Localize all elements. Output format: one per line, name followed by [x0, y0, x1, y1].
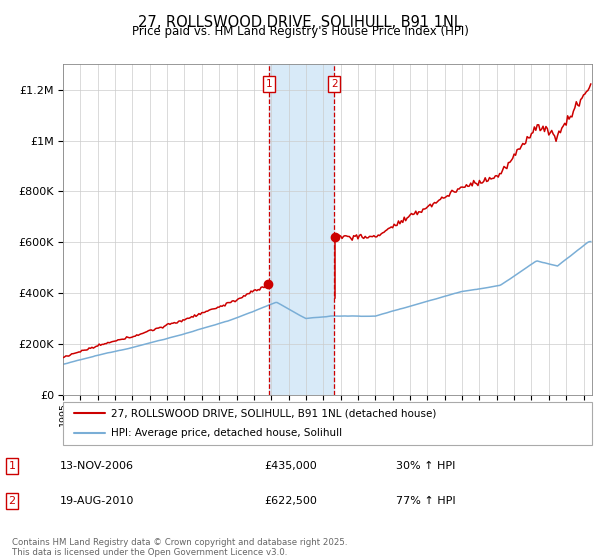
Text: 77% ↑ HPI: 77% ↑ HPI [396, 496, 455, 506]
Text: 13-NOV-2006: 13-NOV-2006 [60, 461, 134, 471]
Text: 1: 1 [266, 80, 272, 89]
Text: 27, ROLLSWOOD DRIVE, SOLIHULL, B91 1NL (detached house): 27, ROLLSWOOD DRIVE, SOLIHULL, B91 1NL (… [110, 408, 436, 418]
Text: HPI: Average price, detached house, Solihull: HPI: Average price, detached house, Soli… [110, 428, 342, 438]
Text: 30% ↑ HPI: 30% ↑ HPI [396, 461, 455, 471]
Text: 2: 2 [331, 80, 338, 89]
Text: 27, ROLLSWOOD DRIVE, SOLIHULL, B91 1NL: 27, ROLLSWOOD DRIVE, SOLIHULL, B91 1NL [138, 15, 462, 30]
Text: 1: 1 [8, 461, 16, 471]
Text: Contains HM Land Registry data © Crown copyright and database right 2025.
This d: Contains HM Land Registry data © Crown c… [12, 538, 347, 557]
Text: Price paid vs. HM Land Registry's House Price Index (HPI): Price paid vs. HM Land Registry's House … [131, 25, 469, 38]
Bar [269, 64, 334, 395]
FancyBboxPatch shape [63, 402, 592, 445]
Text: £622,500: £622,500 [264, 496, 317, 506]
Text: 2: 2 [8, 496, 16, 506]
Text: 19-AUG-2010: 19-AUG-2010 [60, 496, 134, 506]
Text: £435,000: £435,000 [264, 461, 317, 471]
